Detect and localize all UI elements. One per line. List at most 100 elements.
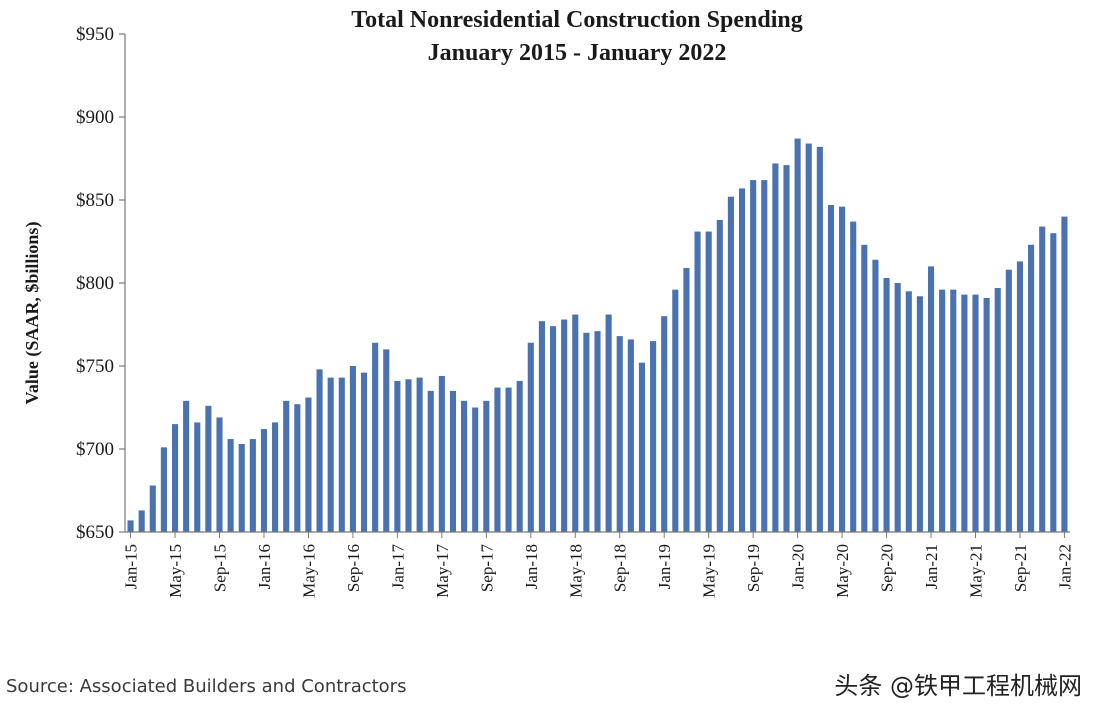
bar-Mar-21	[950, 289, 957, 532]
bar-Jan-16	[260, 429, 268, 532]
bar-Oct-18	[627, 339, 634, 532]
bar-Apr-16	[294, 404, 301, 532]
x-tick-label: Jan-18	[522, 544, 541, 589]
bar-Jun-15	[183, 400, 190, 532]
bar-Feb-19	[672, 289, 679, 532]
chart-subtitle: January 2015 - January 2022	[428, 40, 727, 66]
x-tick-label: May-19	[700, 544, 719, 598]
bar-Mar-15	[149, 485, 156, 532]
bar-Nov-16	[372, 342, 379, 532]
y-axis-label: Value (SAAR, $billions)	[22, 222, 43, 405]
bar-Jan-22	[1061, 216, 1068, 532]
y-axis: $650 $700 $750 $800 $850 $900 $950	[76, 24, 126, 543]
bar-Jun-20	[850, 221, 857, 532]
bar-Aug-21	[1005, 269, 1012, 532]
bar-Apr-17	[427, 390, 434, 532]
x-tick-label: Jan-16	[255, 544, 274, 589]
bar-Sep-21	[1016, 261, 1024, 532]
x-tick-label: Sep-19	[744, 544, 763, 592]
bar-Dec-21	[1050, 233, 1057, 532]
x-tick-label: May-17	[433, 544, 452, 598]
bar-Jul-15	[194, 422, 201, 532]
y-tick-label: $850	[76, 190, 114, 211]
bar-Jan-17	[394, 380, 401, 532]
bar-Dec-16	[383, 349, 390, 532]
bar-May-16	[305, 397, 312, 532]
bar-Oct-19	[761, 180, 768, 532]
bar-Nov-20	[905, 291, 912, 532]
bar-Dec-17	[516, 380, 523, 532]
bar-Dec-20	[916, 296, 923, 532]
bar-Jun-16	[316, 369, 323, 532]
bar-Aug-19	[738, 188, 746, 532]
bar-Jan-18	[527, 342, 534, 532]
bar-Nov-21	[1039, 226, 1046, 532]
y-tick-label: $750	[76, 356, 114, 377]
bar-Mar-17	[416, 377, 423, 532]
bar-Dec-18	[650, 341, 657, 532]
bar-Jan-21	[927, 266, 935, 532]
bar-May-20	[839, 206, 846, 532]
bar-Aug-17	[472, 407, 479, 532]
bar-Nov-19	[772, 163, 779, 533]
bar-Jun-19	[716, 219, 723, 533]
y-tick-label: $650	[76, 522, 114, 543]
y-tick-label: $700	[76, 439, 114, 460]
bar-Feb-18	[538, 321, 545, 532]
x-tick-label: Jan-19	[655, 544, 674, 589]
bar-Jan-20	[794, 138, 801, 532]
bar-Oct-17	[494, 387, 501, 532]
bar-Nov-15	[238, 444, 245, 532]
bar-Aug-20	[872, 259, 879, 532]
bar-Jun-18	[583, 332, 590, 532]
bar-Jun-21	[983, 297, 990, 532]
bar-Jul-21	[994, 287, 1001, 532]
x-tick-label: Sep-20	[878, 544, 897, 592]
bar-Oct-20	[894, 283, 901, 532]
x-tick-label: May-15	[166, 544, 185, 598]
x-tick-label: Sep-15	[211, 544, 230, 592]
bar-Jan-15	[127, 520, 134, 532]
bar-Mar-18	[549, 326, 557, 532]
x-tick-label: Jan-20	[789, 544, 808, 589]
x-tick-label: May-21	[967, 544, 986, 598]
source-note: Source: Associated Builders and Contract…	[6, 676, 407, 697]
y-tick-label: $800	[76, 273, 114, 294]
watermark: 头条 @铁甲工程机械网	[834, 672, 1082, 700]
bar-Jul-18	[594, 331, 601, 532]
bar-Dec-15	[249, 439, 256, 532]
x-tick-label: May-20	[833, 544, 852, 598]
y-tick-label: $950	[76, 24, 114, 45]
bar-Sep-15	[216, 417, 223, 532]
x-tick-label: May-16	[299, 544, 318, 598]
bar-Oct-21	[1028, 244, 1035, 532]
bar-Apr-18	[561, 319, 568, 532]
bar-Aug-18	[605, 314, 612, 532]
bar-Jul-16	[327, 377, 334, 532]
bar-Sep-18	[616, 336, 623, 532]
bar-May-19	[705, 231, 712, 533]
bar-Aug-16	[338, 377, 345, 532]
bar-Feb-20	[805, 143, 812, 532]
bar-Sep-19	[750, 180, 757, 532]
bar-Jun-17	[449, 390, 457, 532]
bar-Jul-20	[861, 244, 868, 532]
bar-Nov-17	[505, 387, 512, 532]
bar-Nov-18	[638, 362, 646, 532]
x-tick-label: Sep-21	[1011, 544, 1030, 592]
x-tick-label: Jan-21	[922, 544, 941, 589]
bar-Sep-17	[483, 400, 490, 532]
bar-May-17	[438, 375, 445, 532]
bar-Sep-16	[349, 366, 356, 532]
bar-May-18	[572, 314, 579, 532]
bar-Mar-19	[683, 268, 690, 532]
bar-Dec-19	[783, 165, 790, 532]
bar-Jul-19	[727, 196, 734, 532]
bar-May-15	[171, 424, 179, 532]
x-tick-label: Sep-16	[344, 544, 363, 592]
bar-Apr-19	[694, 231, 701, 533]
x-tick-label: Jan-17	[388, 544, 407, 590]
bar-Apr-21	[961, 294, 968, 532]
